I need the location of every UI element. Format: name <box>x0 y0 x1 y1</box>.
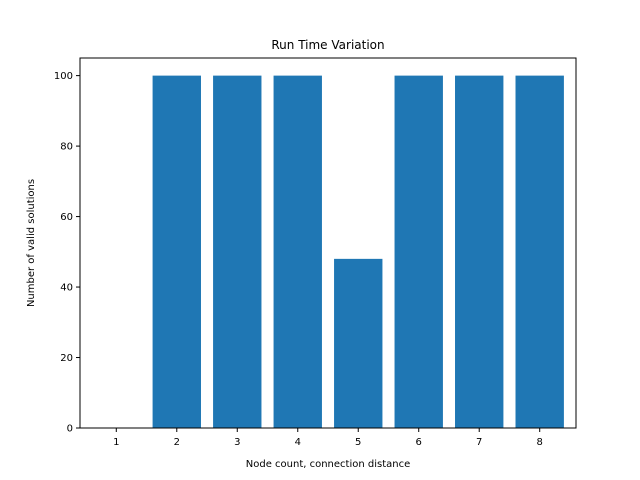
x-axis-label: Node count, connection distance <box>246 459 411 470</box>
bar-7 <box>455 75 504 429</box>
y-tick-label: 20 <box>60 353 73 364</box>
x-tick-label: 5 <box>355 437 361 448</box>
bar-5 <box>334 258 383 428</box>
x-tick-label: 2 <box>174 437 180 448</box>
x-axis-ticks: 1 2 3 4 5 6 7 8 <box>113 428 543 448</box>
x-tick-label: 7 <box>476 437 482 448</box>
x-tick-label: 3 <box>234 437 240 448</box>
y-tick-label: 60 <box>60 212 73 223</box>
x-tick-label: 1 <box>113 437 119 448</box>
bar-8 <box>515 75 564 429</box>
y-tick-label: 100 <box>54 71 73 82</box>
x-tick-label: 6 <box>416 437 422 448</box>
y-axis-label: Number of valid solutions <box>26 179 37 307</box>
y-axis-ticks: 0 20 40 60 80 100 <box>54 71 80 435</box>
bar-2 <box>152 75 201 429</box>
y-tick-label: 0 <box>67 424 73 435</box>
y-tick-label: 40 <box>60 283 73 294</box>
bars-group <box>152 75 564 429</box>
x-tick-label: 4 <box>295 437 301 448</box>
plot-frame <box>79 57 577 429</box>
chart-title: Run Time Variation <box>271 38 384 52</box>
x-tick-label: 8 <box>537 437 543 448</box>
bar-3 <box>213 75 262 429</box>
bar-6 <box>394 75 443 429</box>
bar-4 <box>273 75 322 429</box>
y-tick-label: 80 <box>60 142 73 153</box>
